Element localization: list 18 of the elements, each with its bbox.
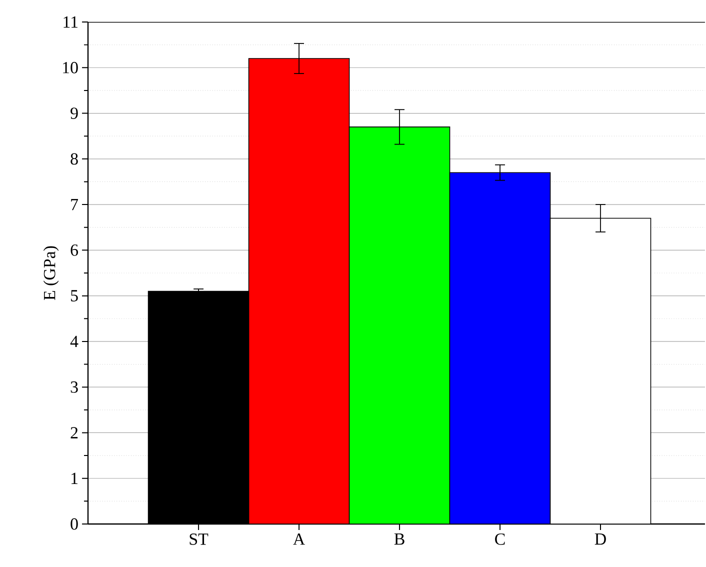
x-tick-label: B (394, 533, 404, 545)
x-tick-label: C (495, 533, 505, 545)
y-tick-label: 6 (70, 244, 78, 256)
y-axis-title: E (GPa) (43, 246, 59, 300)
y-tick-label: 10 (63, 62, 78, 74)
y-tick-label: 1 (72, 472, 78, 484)
y-tick-label: 0 (70, 518, 78, 530)
y-tick-label: 8 (70, 153, 78, 165)
y-tick-label: 9 (70, 108, 78, 119)
y-tick-label: 11 (64, 16, 78, 28)
y-tick-label: 2 (70, 427, 78, 438)
y-tick-label: 5 (71, 290, 78, 302)
x-tick-label: D (594, 533, 606, 545)
y-tick-label: 3 (70, 381, 78, 393)
y-tick-label: 4 (70, 336, 78, 348)
x-tick-label: ST (190, 533, 208, 545)
y-tick-label: 7 (71, 198, 78, 210)
x-tick-label: A (293, 533, 306, 545)
